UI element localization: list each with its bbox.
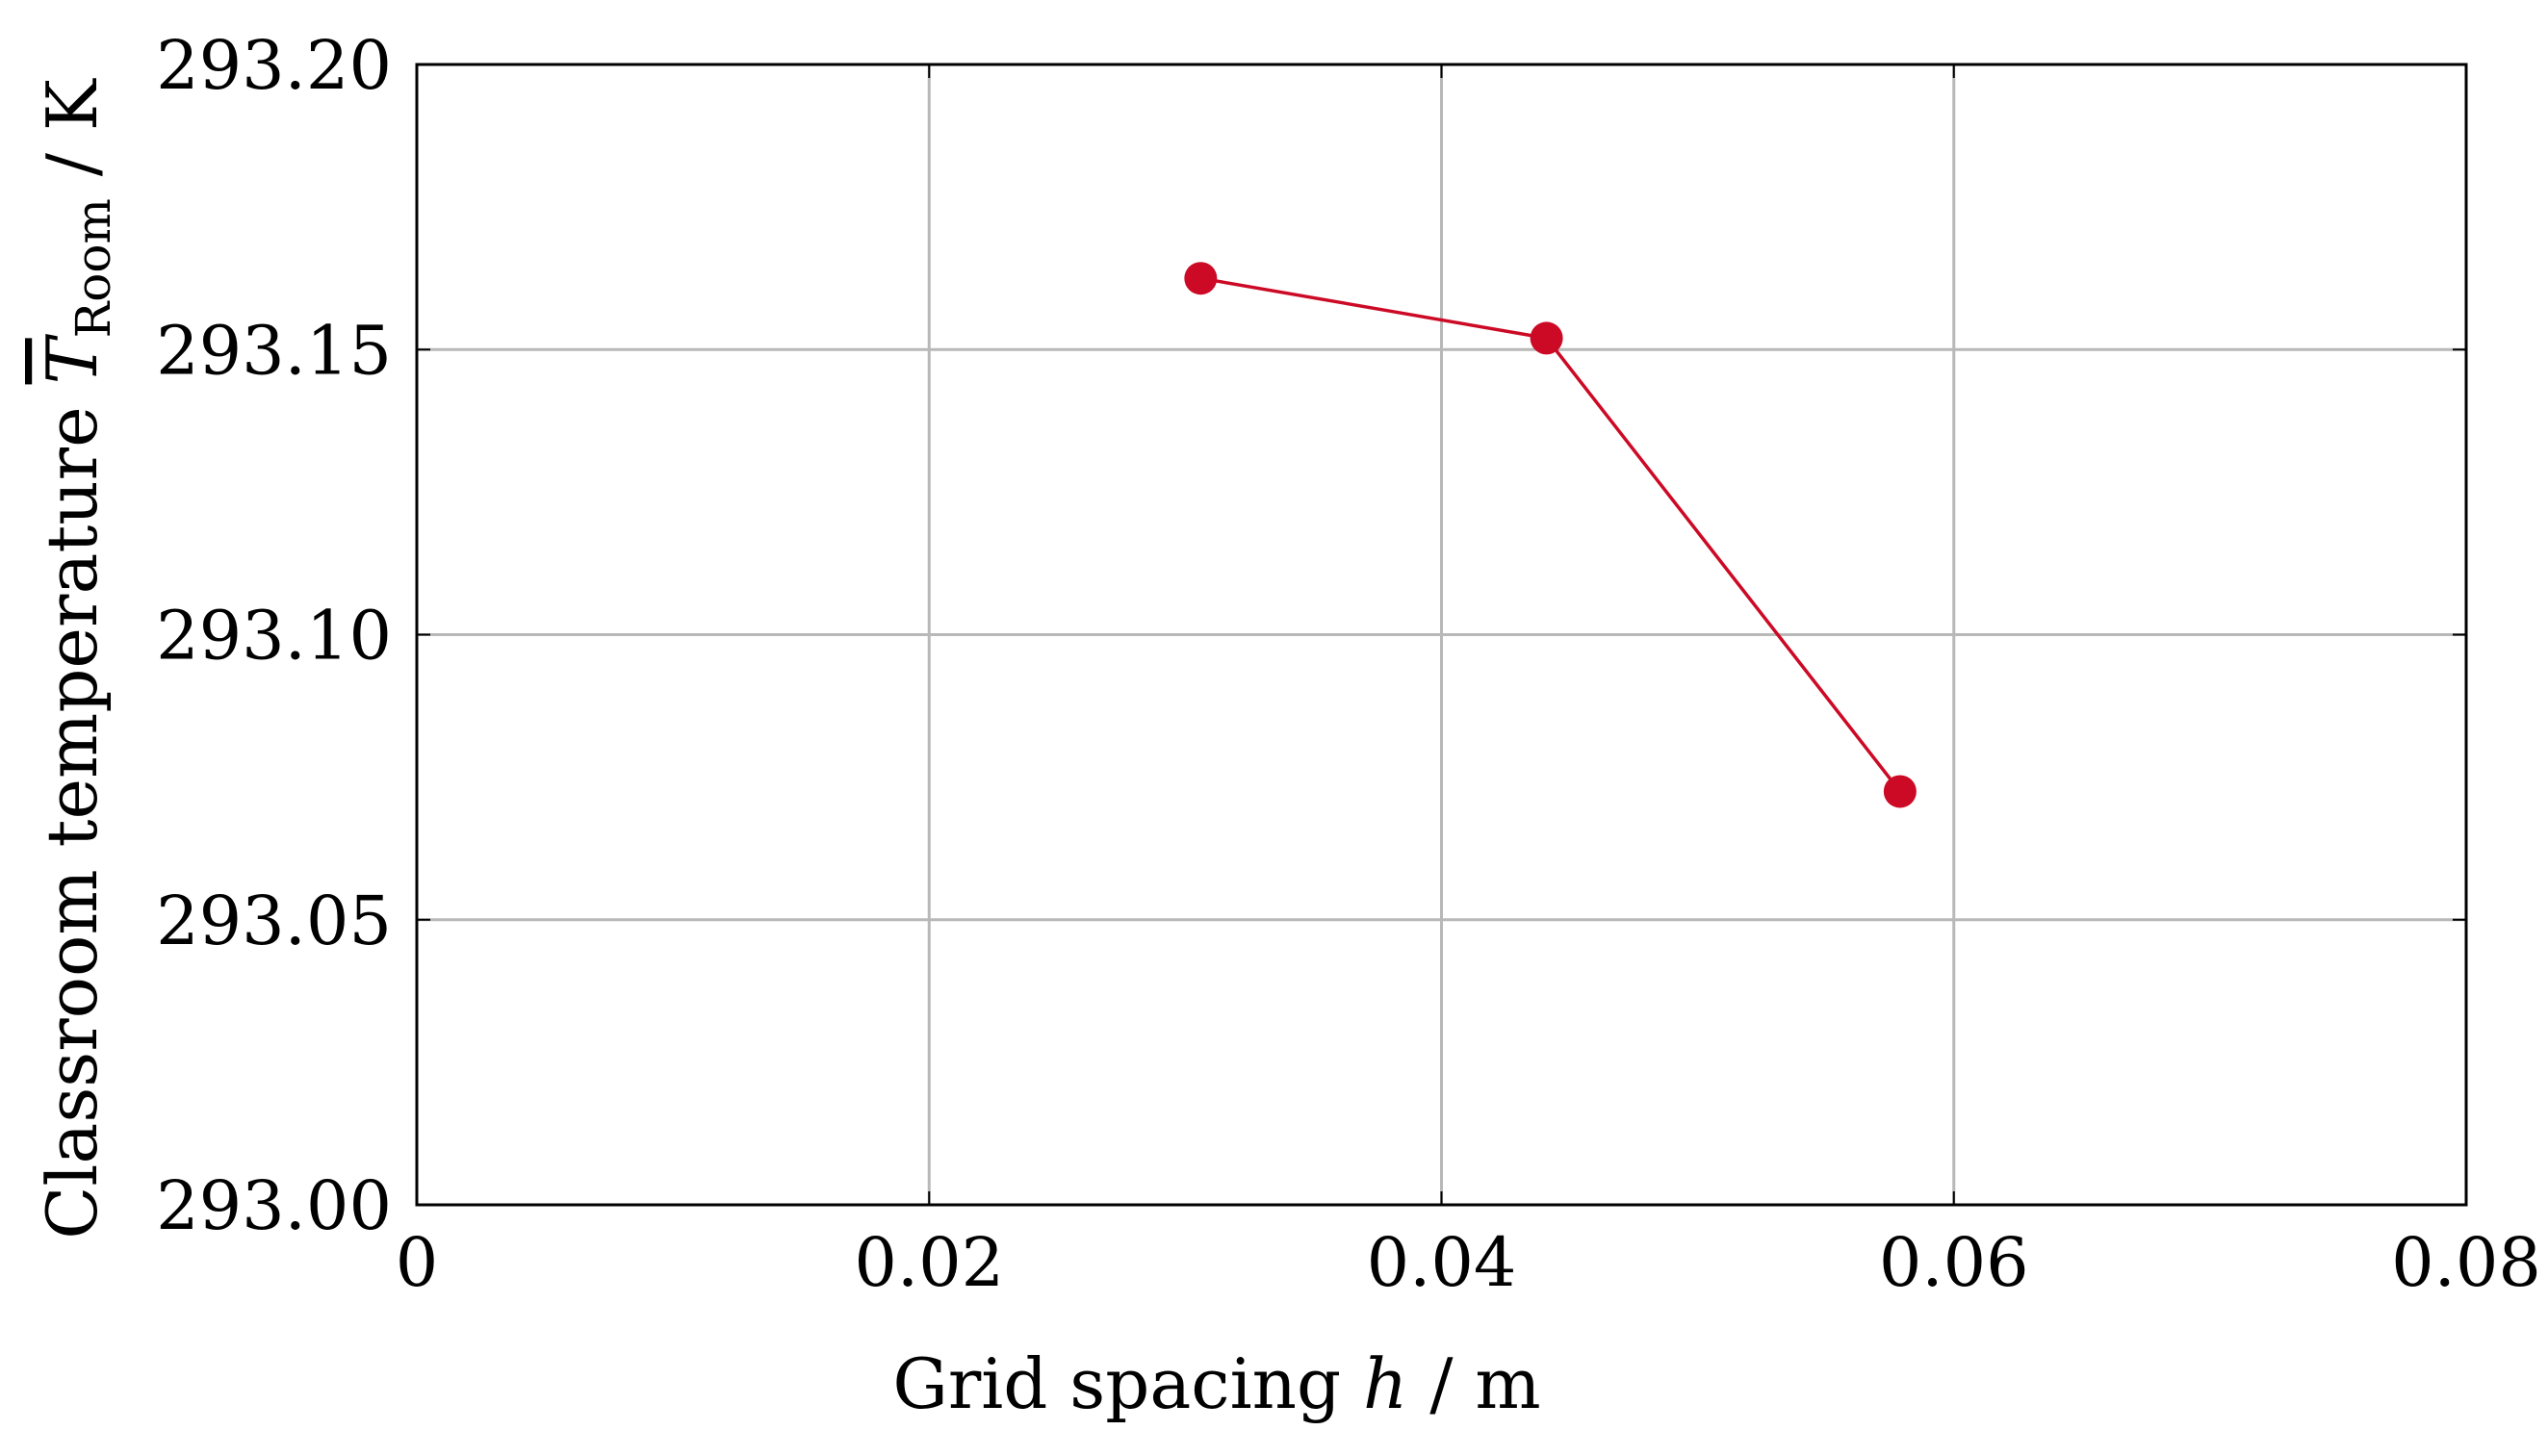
x-axis-label-unit: / m — [1407, 1343, 1540, 1424]
y-axis-label: Classroom temperature TRoom / K — [32, 78, 121, 1239]
y-axis-label-text: Classroom temperature — [32, 384, 113, 1239]
x-tick-label: 0.04 — [1367, 1223, 1517, 1302]
y-tick-label: 293.05 — [156, 881, 392, 960]
data-series — [1184, 262, 1917, 808]
x-tick-label: 0.06 — [1879, 1223, 2029, 1302]
x-axis-label: Grid spacing h / m — [892, 1343, 1540, 1424]
y-tick-label: 293.15 — [156, 311, 392, 390]
data-point — [1184, 262, 1218, 295]
data-point — [1883, 775, 1917, 808]
y-tick-label: 293.10 — [156, 597, 392, 676]
x-axis-label-text: Grid spacing — [892, 1343, 1363, 1424]
x-axis-ticks: 0 0.02 0.04 0.06 0.08 — [396, 64, 2541, 1302]
series-line — [1200, 276, 1902, 793]
x-axis-label-symbol: h — [1363, 1343, 1407, 1424]
x-tick-label: 0.08 — [2391, 1223, 2541, 1302]
y-tick-label: 293.20 — [156, 26, 392, 105]
data-point — [1530, 321, 1563, 355]
grid-lines — [417, 64, 2466, 1205]
y-axis-label-symbol: T — [32, 333, 113, 384]
y-tick-label: 293.00 — [156, 1166, 392, 1245]
y-axis-label-subscript: Room — [65, 198, 121, 338]
y-axis-ticks: 293.00 293.05 293.10 293.15 293.20 — [156, 26, 2466, 1245]
x-tick-label: 0.02 — [854, 1223, 1004, 1302]
x-tick-label: 0 — [396, 1223, 439, 1302]
y-axis-label-unit: / K — [32, 78, 113, 198]
